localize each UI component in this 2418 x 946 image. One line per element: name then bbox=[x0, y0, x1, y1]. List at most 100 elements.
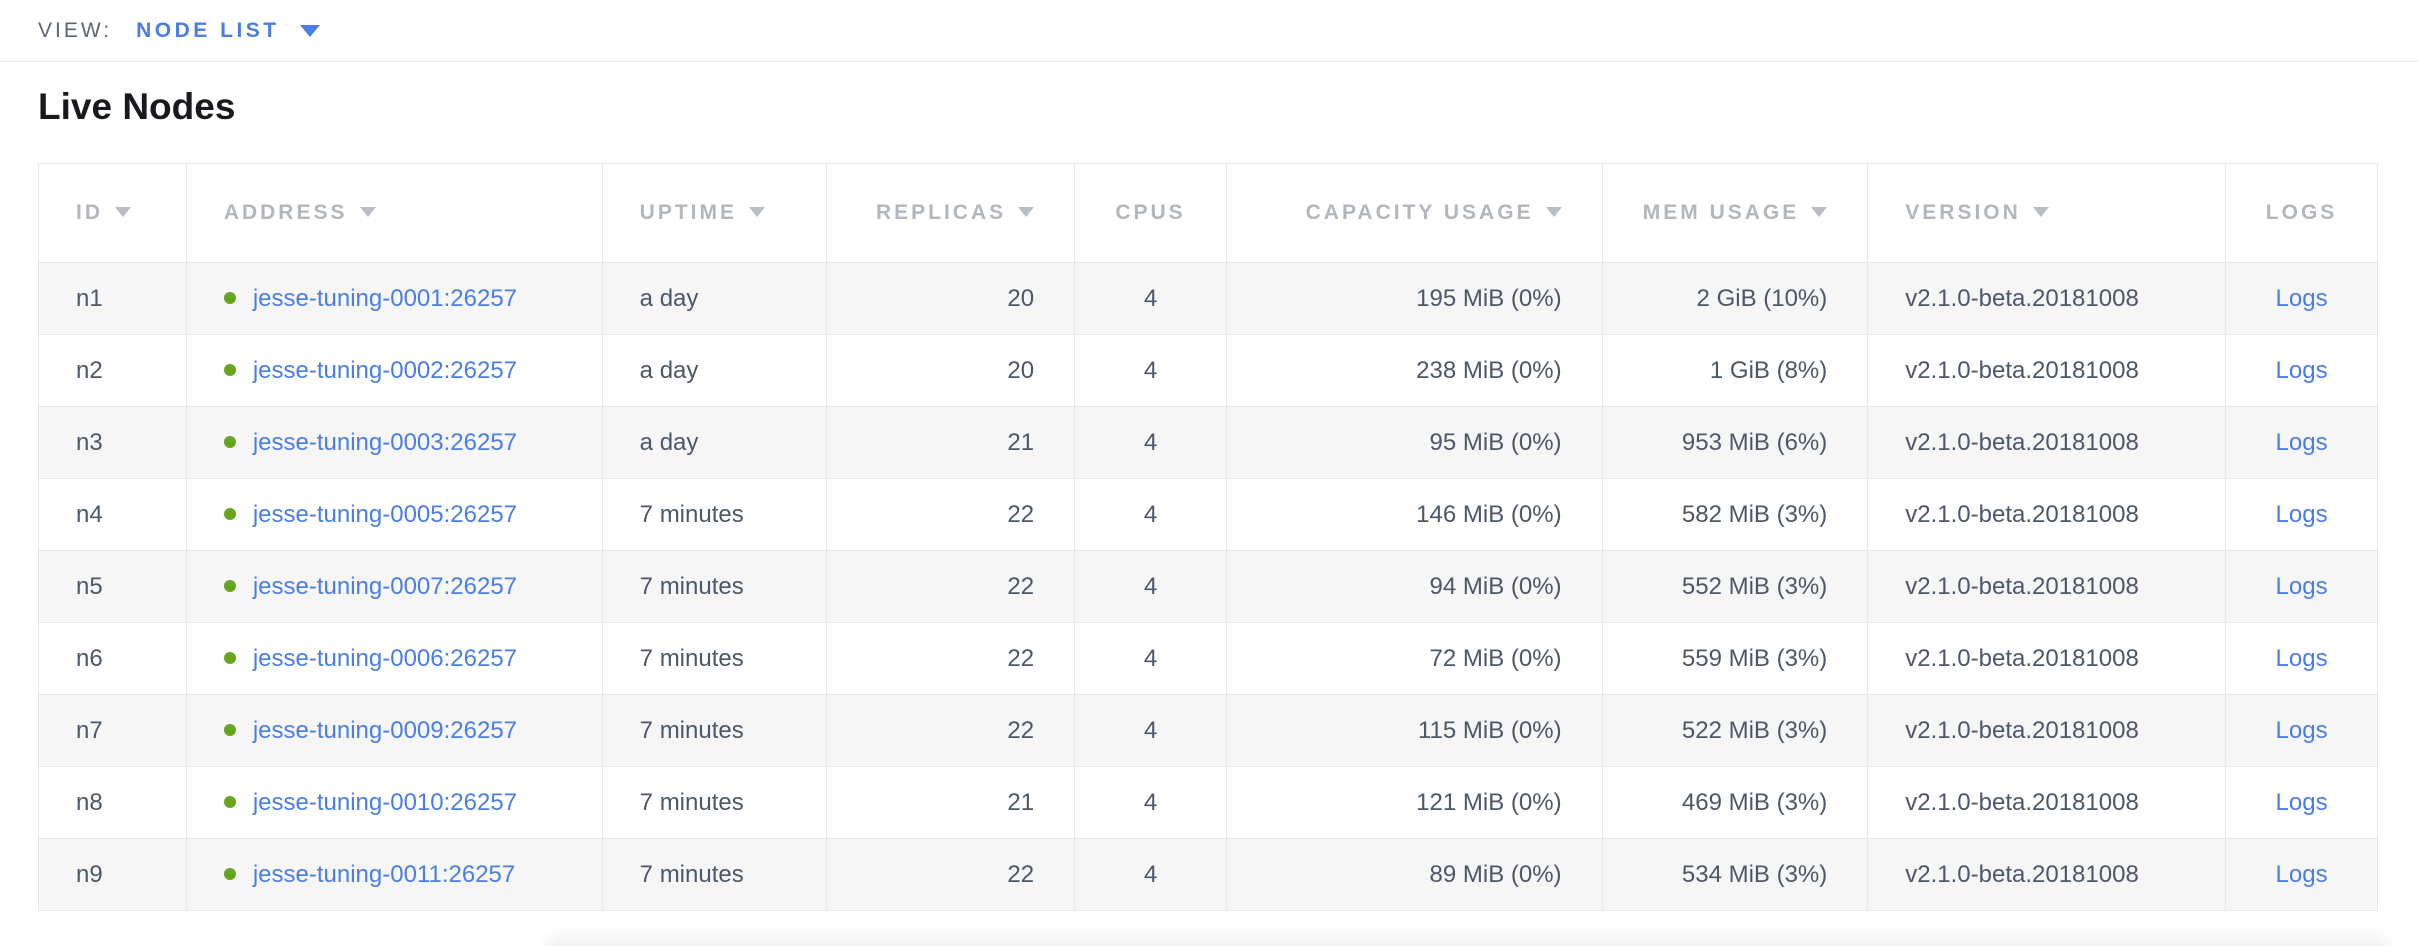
cell-replicas: 22 bbox=[825, 838, 1076, 911]
column-header-cpus: CPUS bbox=[1074, 163, 1227, 263]
cell-cpus: 4 bbox=[1074, 478, 1227, 551]
table-row: n4 jesse-tuning-0005:26257 7 minutes 22 4 146… bbox=[38, 478, 2378, 551]
column-header-version[interactable]: VERSION bbox=[1867, 163, 2227, 263]
node-logs-link[interactable]: Logs bbox=[2275, 788, 2328, 816]
node-live-status-dot-icon bbox=[223, 723, 236, 736]
cell-mem: 2 GiB (10%) bbox=[1601, 262, 1869, 335]
column-header-address[interactable]: ADDRESS bbox=[185, 163, 603, 263]
cell-version: v2.1.0-beta.20181008 bbox=[1867, 334, 2227, 407]
cell-uptime: a day bbox=[601, 406, 827, 479]
node-live-status-dot-icon bbox=[223, 507, 236, 520]
column-header-id[interactable]: ID bbox=[38, 163, 187, 263]
sort-desc-icon bbox=[749, 207, 766, 217]
table-row: n7 jesse-tuning-0009:26257 7 minutes 22 4 115… bbox=[38, 694, 2378, 767]
cell-version: v2.1.0-beta.20181008 bbox=[1867, 622, 2227, 695]
column-header-label: CAPACITY USAGE bbox=[1305, 201, 1534, 224]
cell-id: n5 bbox=[38, 550, 187, 623]
cell-mem: 534 MiB (3%) bbox=[1601, 838, 1869, 911]
node-address-link[interactable]: jesse-tuning-0009:26257 bbox=[252, 716, 518, 744]
cell-uptime: 7 minutes bbox=[601, 622, 827, 695]
column-header-label: UPTIME bbox=[639, 201, 738, 224]
cell-id: n9 bbox=[38, 838, 187, 911]
node-address-link[interactable]: jesse-tuning-0010:26257 bbox=[252, 788, 518, 816]
cell-uptime: 7 minutes bbox=[601, 478, 827, 551]
table-body: n1 jesse-tuning-0001:26257 a day 20 4 195 MiB… bbox=[38, 262, 2378, 911]
cell-logs: Logs bbox=[2225, 334, 2378, 407]
column-header-label: REPLICAS bbox=[875, 201, 1007, 224]
cell-mem: 1 GiB (8%) bbox=[1601, 334, 1869, 407]
cell-version: v2.1.0-beta.20181008 bbox=[1867, 550, 2227, 623]
cell-uptime: 7 minutes bbox=[601, 838, 827, 911]
node-live-status-dot-icon bbox=[223, 579, 236, 592]
table-row: n2 jesse-tuning-0002:26257 a day 20 4 238 MiB… bbox=[38, 334, 2378, 407]
cell-uptime: 7 minutes bbox=[601, 694, 827, 767]
cell-replicas: 21 bbox=[825, 766, 1076, 839]
cell-capacity: 238 MiB (0%) bbox=[1225, 334, 1603, 407]
cell-id: n8 bbox=[38, 766, 187, 839]
cell-id: n1 bbox=[38, 262, 187, 335]
main-content: Live Nodes ID ADDRESS UPTIME REPLICAS CPUS CA… bbox=[0, 85, 2418, 911]
node-address-link[interactable]: jesse-tuning-0005:26257 bbox=[252, 500, 518, 528]
cell-version: v2.1.0-beta.20181008 bbox=[1867, 478, 2227, 551]
column-header-label: LOGS bbox=[2265, 201, 2338, 224]
node-logs-link[interactable]: Logs bbox=[2275, 284, 2328, 312]
node-logs-link[interactable]: Logs bbox=[2275, 644, 2328, 672]
column-header-uptime[interactable]: UPTIME bbox=[601, 163, 827, 263]
table-row: n1 jesse-tuning-0001:26257 a day 20 4 195 MiB… bbox=[38, 262, 2378, 335]
cell-uptime: 7 minutes bbox=[601, 550, 827, 623]
column-header-replicas[interactable]: REPLICAS bbox=[825, 163, 1076, 263]
view-dropdown[interactable]: NODE LIST bbox=[136, 19, 320, 43]
cell-mem: 522 MiB (3%) bbox=[1601, 694, 1869, 767]
cell-address: jesse-tuning-0009:26257 bbox=[185, 694, 603, 767]
node-address-link[interactable]: jesse-tuning-0001:26257 bbox=[252, 284, 518, 312]
sort-desc-icon bbox=[1545, 207, 1562, 217]
cell-logs: Logs bbox=[2225, 694, 2378, 767]
node-live-status-dot-icon bbox=[223, 795, 236, 808]
view-bar: VIEW: NODE LIST bbox=[0, 0, 2418, 62]
column-header-capacity[interactable]: CAPACITY USAGE bbox=[1225, 163, 1603, 263]
node-logs-link[interactable]: Logs bbox=[2275, 572, 2328, 600]
cell-uptime: 7 minutes bbox=[601, 766, 827, 839]
node-live-status-dot-icon bbox=[223, 435, 236, 448]
cell-cpus: 4 bbox=[1074, 838, 1227, 911]
cell-mem: 953 MiB (6%) bbox=[1601, 406, 1869, 479]
cell-address: jesse-tuning-0002:26257 bbox=[185, 334, 603, 407]
sort-desc-icon bbox=[359, 207, 376, 217]
cell-version: v2.1.0-beta.20181008 bbox=[1867, 694, 2227, 767]
column-header-label: VERSION bbox=[1905, 201, 2021, 224]
caret-down-icon bbox=[299, 24, 320, 37]
cell-replicas: 21 bbox=[825, 406, 1076, 479]
cell-version: v2.1.0-beta.20181008 bbox=[1867, 406, 2227, 479]
node-address-link[interactable]: jesse-tuning-0006:26257 bbox=[252, 644, 518, 672]
cell-cpus: 4 bbox=[1074, 766, 1227, 839]
cell-address: jesse-tuning-0003:26257 bbox=[185, 406, 603, 479]
cell-cpus: 4 bbox=[1074, 334, 1227, 407]
view-label: VIEW: bbox=[38, 18, 113, 42]
table-header-row: ID ADDRESS UPTIME REPLICAS CPUS CAPACITY USAG… bbox=[38, 163, 2378, 263]
node-logs-link[interactable]: Logs bbox=[2275, 500, 2328, 528]
node-logs-link[interactable]: Logs bbox=[2275, 428, 2328, 456]
node-logs-link[interactable]: Logs bbox=[2275, 356, 2328, 384]
cell-logs: Logs bbox=[2225, 838, 2378, 911]
node-logs-link[interactable]: Logs bbox=[2275, 716, 2328, 744]
node-address-link[interactable]: jesse-tuning-0002:26257 bbox=[252, 356, 518, 384]
cell-uptime: a day bbox=[601, 334, 827, 407]
cell-uptime: a day bbox=[601, 262, 827, 335]
node-logs-link[interactable]: Logs bbox=[2275, 860, 2328, 888]
cell-capacity: 89 MiB (0%) bbox=[1225, 838, 1603, 911]
node-address-link[interactable]: jesse-tuning-0007:26257 bbox=[252, 572, 518, 600]
column-header-label: ADDRESS bbox=[223, 201, 348, 224]
cell-logs: Logs bbox=[2225, 766, 2378, 839]
node-address-link[interactable]: jesse-tuning-0003:26257 bbox=[252, 428, 518, 456]
cell-mem: 552 MiB (3%) bbox=[1601, 550, 1869, 623]
cell-capacity: 121 MiB (0%) bbox=[1225, 766, 1603, 839]
cell-capacity: 95 MiB (0%) bbox=[1225, 406, 1603, 479]
sort-desc-icon bbox=[1811, 207, 1828, 217]
cell-cpus: 4 bbox=[1074, 622, 1227, 695]
node-address-link[interactable]: jesse-tuning-0011:26257 bbox=[252, 860, 516, 888]
cell-id: n4 bbox=[38, 478, 187, 551]
cell-id: n6 bbox=[38, 622, 187, 695]
cell-capacity: 195 MiB (0%) bbox=[1225, 262, 1603, 335]
column-header-mem[interactable]: MEM USAGE bbox=[1601, 163, 1869, 263]
live-nodes-table: ID ADDRESS UPTIME REPLICAS CPUS CAPACITY USAG… bbox=[38, 163, 2378, 911]
